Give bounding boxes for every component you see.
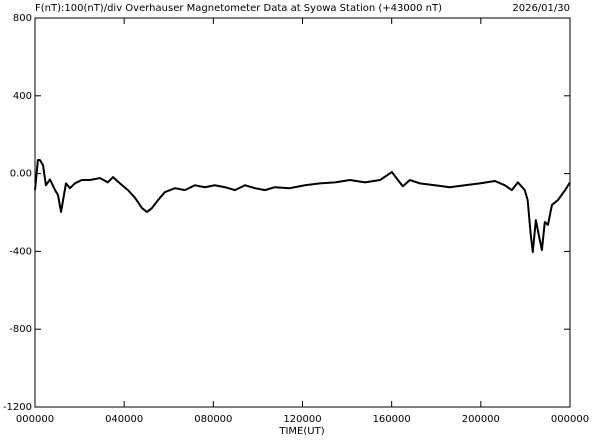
y-tick-label: 0.00 xyxy=(10,169,32,180)
y-tick-label: 800 xyxy=(13,13,32,24)
chart-date: 2026/01/30 xyxy=(512,3,570,14)
x-tick-label: 160000 xyxy=(373,414,411,425)
y-tick-label: -1200 xyxy=(3,402,32,413)
y-tick-label: -400 xyxy=(9,246,32,257)
x-tick-label: 120000 xyxy=(283,414,321,425)
y-tick-label: -800 xyxy=(9,324,32,335)
x-tick-label: 200000 xyxy=(462,414,500,425)
x-tick-label: 000000 xyxy=(16,414,54,425)
y-tick-label: 400 xyxy=(13,91,32,102)
x-tick-label: 080000 xyxy=(194,414,232,425)
x-axis-label: TIME(UT) xyxy=(278,426,324,437)
x-tick-label: 000000 xyxy=(551,414,589,425)
chart-title: F(nT):100(nT)/div Overhauser Magnetomete… xyxy=(35,3,442,14)
data-line xyxy=(34,158,571,253)
x-tick-label: 040000 xyxy=(105,414,143,425)
